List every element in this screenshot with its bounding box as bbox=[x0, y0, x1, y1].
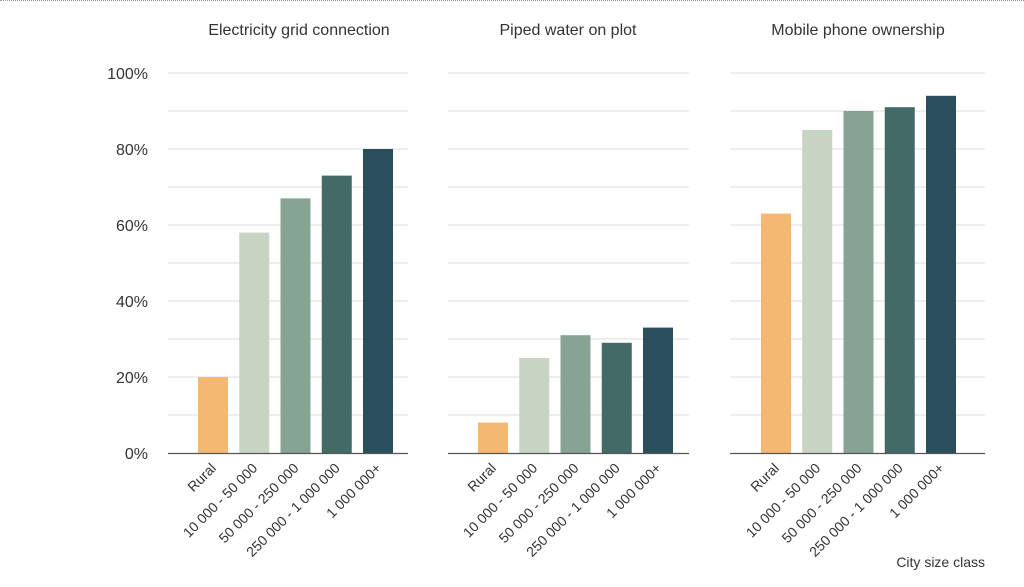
bar bbox=[198, 377, 228, 453]
bar bbox=[802, 130, 833, 453]
y-tick-label: 0% bbox=[125, 446, 148, 463]
y-tick-label: 80% bbox=[116, 142, 148, 159]
bar bbox=[761, 213, 791, 453]
y-axis-ticks: 0% 20% 40% 60% 80% 100% bbox=[107, 66, 148, 463]
bar bbox=[560, 335, 591, 453]
y-tick-label: 40% bbox=[116, 294, 148, 311]
y-tick-label: 20% bbox=[116, 370, 148, 387]
bar bbox=[843, 111, 874, 453]
panel-title: Piped water on plot bbox=[500, 22, 638, 39]
x-tick-label: 10 000 - 50 000 bbox=[460, 460, 541, 541]
x-tick-label: Rural bbox=[747, 460, 782, 495]
top-dotted-border bbox=[0, 0, 1024, 1]
x-tick-label: 10 000 - 50 000 bbox=[743, 460, 824, 541]
bar bbox=[519, 358, 550, 453]
bar bbox=[363, 149, 393, 453]
y-tick-label: 60% bbox=[116, 218, 148, 235]
panel-title: Electricity grid connection bbox=[208, 22, 389, 39]
bar bbox=[321, 175, 352, 453]
bar bbox=[643, 327, 673, 453]
bar bbox=[280, 198, 311, 453]
x-tick-label: Rural bbox=[464, 460, 499, 495]
y-tick-label: 100% bbox=[107, 66, 148, 83]
bar bbox=[478, 422, 508, 453]
x-tick-label: Rural bbox=[184, 460, 219, 495]
bar bbox=[239, 232, 270, 453]
x-axis-title: City size class bbox=[896, 554, 985, 570]
x-tick-label: 10 000 - 50 000 bbox=[180, 460, 261, 541]
bar bbox=[926, 95, 956, 454]
bar bbox=[601, 342, 632, 453]
bar bbox=[884, 107, 915, 453]
panel-title: Mobile phone ownership bbox=[771, 22, 945, 39]
